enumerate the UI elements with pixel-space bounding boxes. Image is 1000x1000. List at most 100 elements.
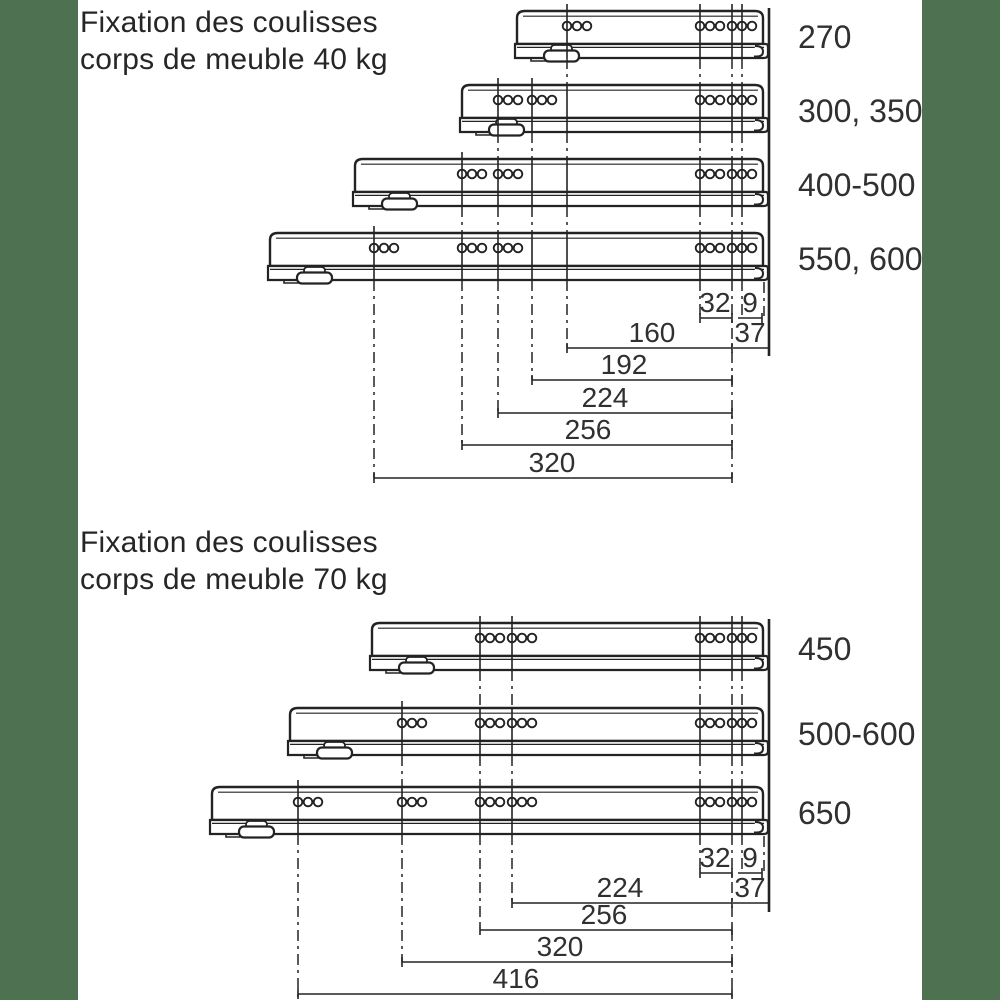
screw-hole	[312, 796, 324, 808]
dimension-label: 320	[529, 447, 576, 478]
dimension-label: 256	[581, 899, 628, 930]
screw-hole	[704, 632, 716, 644]
rail-length-label: 270	[798, 19, 851, 55]
rail-650	[208, 785, 770, 839]
rail-400-500	[351, 157, 770, 211]
dimension-label: 9	[742, 842, 758, 873]
screw-hole	[714, 20, 726, 32]
screw-hole	[536, 94, 548, 106]
dimension-label: 37	[734, 872, 765, 903]
dimension-label: 32	[699, 842, 730, 873]
screw-hole	[746, 242, 758, 254]
screw-hole	[512, 242, 524, 254]
rail-body	[460, 83, 765, 120]
runner-hook-icon	[754, 821, 765, 834]
screw-hole	[714, 796, 726, 808]
screw-hole	[484, 632, 496, 644]
screw-hole	[746, 168, 758, 180]
section-70kg-title: Fixation des coulisses corps de meuble 7…	[80, 524, 388, 598]
screw-hole	[546, 94, 558, 106]
rail-550-600	[266, 231, 770, 285]
screw-hole	[714, 717, 726, 729]
screw-hole	[494, 632, 506, 644]
rail-500-600	[286, 706, 770, 760]
screw-hole	[704, 168, 716, 180]
screw-hole	[416, 717, 428, 729]
screw-hole	[466, 168, 478, 180]
screw-hole	[571, 20, 583, 32]
section-70kg-title-line2: corps de meuble 70 kg	[80, 563, 388, 596]
rail-length-label: 450	[798, 631, 851, 667]
screw-hole	[494, 796, 506, 808]
runner-hook-icon	[754, 657, 765, 670]
screw-hole	[476, 242, 488, 254]
runner-hook-icon	[754, 193, 765, 206]
screw-hole	[416, 796, 428, 808]
section-40kg-title-line1: Fixation des coulisses	[80, 6, 378, 39]
screw-hole	[714, 632, 726, 644]
screw-hole	[406, 796, 418, 808]
screw-hole	[746, 20, 758, 32]
screw-hole	[746, 632, 758, 644]
rail-body	[515, 9, 765, 46]
screw-hole	[512, 168, 524, 180]
screw-hole	[704, 94, 716, 106]
release-latch-icon	[487, 123, 526, 137]
runner-hook-icon	[754, 119, 765, 132]
screw-hole	[526, 632, 538, 644]
dimension-label: 192	[601, 349, 648, 380]
rail-length-label: 300, 350	[798, 93, 923, 129]
rail-length-label: 650	[798, 795, 851, 831]
screw-hole	[526, 796, 538, 808]
screw-hole	[704, 796, 716, 808]
screw-hole	[714, 242, 726, 254]
screw-hole	[406, 717, 418, 729]
screw-hole	[516, 632, 528, 644]
screw-hole	[502, 242, 514, 254]
screw-hole	[516, 717, 528, 729]
dimension-label: 9	[742, 287, 758, 318]
release-latch-icon	[237, 825, 276, 839]
dimension-label: 32	[699, 287, 730, 318]
dimension-label: 320	[537, 931, 584, 962]
screw-hole	[378, 242, 390, 254]
rail-length-label: 400-500	[798, 167, 915, 203]
rail-length-label: 550, 600	[798, 241, 923, 277]
release-latch-icon	[542, 49, 581, 63]
dimension-label: 37	[734, 317, 765, 348]
screw-hole	[512, 94, 524, 106]
runner-hook-icon	[754, 45, 765, 58]
screw-hole	[704, 20, 716, 32]
screw-hole	[746, 796, 758, 808]
rail-body	[353, 157, 765, 194]
screw-hole	[526, 717, 538, 729]
rail-300-350	[458, 83, 770, 137]
screw-hole	[466, 242, 478, 254]
screw-hole	[302, 796, 314, 808]
screw-hole	[484, 796, 496, 808]
screw-hole	[502, 94, 514, 106]
runner-hook-icon	[754, 742, 765, 755]
screw-hole	[476, 168, 488, 180]
screw-hole	[388, 242, 400, 254]
dimension-label: 224	[597, 872, 644, 903]
screw-hole	[746, 94, 758, 106]
rail-runner	[266, 264, 770, 282]
left-margin-bar	[0, 0, 78, 1000]
dimension-label: 224	[582, 382, 629, 413]
dimension-label: 416	[493, 963, 540, 994]
rail-length-label: 500-600	[798, 716, 915, 752]
screw-hole	[746, 717, 758, 729]
release-latch-icon	[295, 271, 334, 285]
dimension-label: 256	[565, 414, 612, 445]
runner-hook-icon	[754, 267, 765, 280]
section-40kg-drawing: 270 300, 350 400-500 550, 600 32 9 160 37 192224…	[266, 4, 923, 483]
screw-hole	[704, 717, 716, 729]
release-latch-icon	[380, 197, 419, 211]
screw-hole	[494, 717, 506, 729]
rail-450	[368, 621, 770, 675]
screw-hole	[581, 20, 593, 32]
rail-270	[513, 9, 770, 63]
